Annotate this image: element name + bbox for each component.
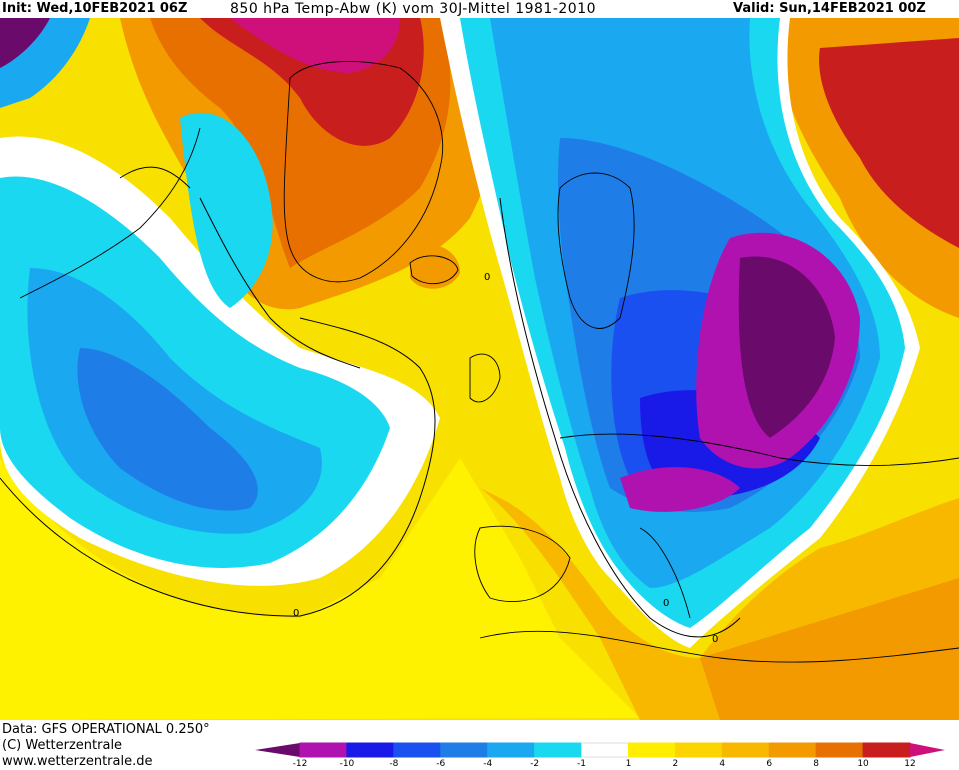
- legend-swatch: [674, 742, 723, 758]
- legend-tick-label: -6: [436, 759, 446, 769]
- north-africa-coast: [479, 630, 959, 663]
- anomaly-field: 0 0 0 0: [0, 18, 959, 720]
- valid-time-label: Valid: Sun,14FEB2021 00Z: [733, 1, 926, 16]
- legend-swatch: [627, 742, 676, 758]
- arctic-cold-core: [0, 18, 50, 68]
- legend-tick-label: 4: [719, 759, 726, 769]
- zero-contour-europe: [499, 197, 741, 638]
- map-header: Init: Wed,10FEB2021 06Z 850 hPa Temp-Abw…: [0, 0, 959, 18]
- legend-tick-label: -2: [530, 759, 540, 769]
- warm-band-atlantic: [0, 458, 640, 720]
- greenland-peak: [230, 18, 400, 73]
- legend-swatch: [346, 742, 395, 758]
- baffin-outline: [119, 166, 191, 189]
- russia-warm-core: [819, 38, 959, 248]
- zero-contour-labrador: [199, 197, 361, 369]
- balkans-cold-anomaly: [620, 467, 740, 512]
- init-time-label: Init: Wed,10FEB2021 06Z: [2, 1, 188, 16]
- africa-warm-anomaly: [700, 578, 959, 720]
- italy-outline: [639, 527, 691, 619]
- contour-label: 0: [663, 598, 669, 609]
- legend-swatch: [534, 742, 583, 758]
- central-europe-border: [559, 433, 959, 466]
- data-source-label: Data: GFS OPERATIONAL 0.250°: [2, 722, 210, 737]
- legend-swatch: [487, 742, 536, 758]
- labrador-cold-tongue: [180, 112, 273, 308]
- contour-label: 0: [293, 608, 299, 619]
- greenland-outline: [283, 61, 444, 283]
- legend-tick-label: -4: [483, 759, 493, 769]
- legend-tick-label: 8: [813, 759, 820, 769]
- contour-label: 0: [712, 634, 718, 645]
- temperature-anomaly-map: 0 0 0 0: [0, 18, 959, 720]
- legend-tick-label: -12: [292, 759, 308, 769]
- legend-low-end: [255, 743, 300, 757]
- color-legend: -12 -10 -8 -6 -4 -2 -1 1 2 4 6 8 10 12: [255, 742, 945, 769]
- legend-swatch: [299, 742, 348, 758]
- iberia-outline: [474, 525, 571, 602]
- british-isles-outline: [469, 353, 501, 403]
- legend-tick-label: -8: [389, 759, 399, 769]
- legend-colorbar: [255, 742, 945, 758]
- legend-swatch: [815, 742, 864, 758]
- website-label: www.wetterzentrale.de: [2, 754, 153, 769]
- russia-cold-core: [738, 256, 835, 438]
- legend-swatch: [862, 742, 911, 758]
- iceland-warm-spot: [410, 244, 460, 289]
- legend-tick-label: 12: [904, 759, 916, 769]
- legend-swatch: [721, 742, 770, 758]
- iceland-outline: [409, 255, 459, 285]
- legend-tick-label: 2: [672, 759, 679, 769]
- legend-swatch: [440, 742, 489, 758]
- canada-coast: [19, 127, 201, 299]
- cold-dome-west-core: [77, 348, 258, 511]
- legend-tick-label: 10: [857, 759, 869, 769]
- legend-tick-label: 6: [766, 759, 773, 769]
- copyright-label: (C) Wetterzentrale: [2, 738, 123, 753]
- legend-high-end: [910, 743, 945, 757]
- legend-tick-label: -10: [339, 759, 355, 769]
- legend-swatch: [581, 742, 629, 758]
- zero-contour-west: [0, 317, 436, 617]
- legend-tick-label: 1: [625, 759, 632, 769]
- scandinavia-outline: [557, 172, 635, 329]
- legend-swatch: [393, 742, 442, 758]
- legend-swatch: [768, 742, 817, 758]
- parameter-title: 850 hPa Temp-Abw (K) vom 30J-Mittel 1981…: [230, 1, 597, 17]
- contour-label: 0: [484, 272, 490, 283]
- legend-tick-label: -1: [577, 759, 587, 769]
- coastlines: [19, 61, 959, 663]
